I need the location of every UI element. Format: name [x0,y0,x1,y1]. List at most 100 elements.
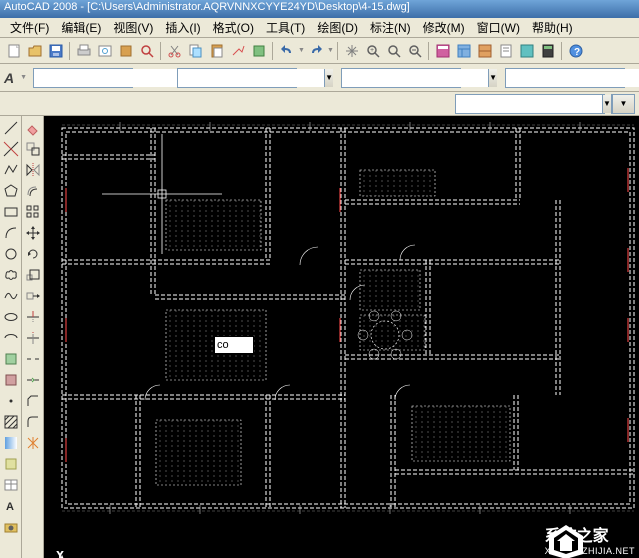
block-icon[interactable] [249,41,269,61]
polygon-icon[interactable] [1,181,21,201]
camera-icon[interactable] [1,517,21,537]
insert-icon[interactable] [1,349,21,369]
arc-icon[interactable] [1,223,21,243]
combo-dropdown-icon[interactable]: ▼ [602,95,611,113]
paste-icon[interactable] [207,41,227,61]
undo-dropdown[interactable]: ▼ [298,47,305,54]
line-icon[interactable] [1,118,21,138]
pline-icon[interactable] [1,160,21,180]
combo-dropdown-icon[interactable]: ▼ [488,69,497,87]
rotate-icon[interactable] [23,244,43,264]
mtext-icon[interactable]: A [1,496,21,516]
fillet-icon[interactable] [23,412,43,432]
menu-tools[interactable]: 工具(T) [260,17,311,38]
mleaderstyle-input[interactable] [506,69,639,87]
chamfer-icon[interactable] [23,391,43,411]
find-icon[interactable] [137,41,157,61]
region-icon[interactable] [1,454,21,474]
break-icon[interactable] [23,349,43,369]
menu-window[interactable]: 窗口(W) [471,17,526,38]
sheet-icon[interactable] [496,41,516,61]
scale-icon[interactable] [23,265,43,285]
explode-icon[interactable] [23,433,43,453]
circle-icon[interactable] [1,244,21,264]
style-combo[interactable]: ▼ [33,68,133,88]
svg-text:?: ? [574,47,580,58]
textstyle-dropdown[interactable]: ▼ [20,74,27,81]
extend-icon[interactable] [23,328,43,348]
menu-view[interactable]: 视图(V) [107,17,159,38]
markup-icon[interactable] [517,41,537,61]
ellipse-icon[interactable] [1,307,21,327]
revcloud-icon[interactable] [1,265,21,285]
menu-modify[interactable]: 修改(M) [417,17,471,38]
trim-icon[interactable] [23,307,43,327]
menu-dimension[interactable]: 标注(N) [364,17,417,38]
copy-icon[interactable] [186,41,206,61]
zoom-realtime-icon[interactable]: + [363,41,383,61]
tablestyle-input[interactable] [342,69,488,87]
dimstyle-combo[interactable]: ▼ [177,68,297,88]
title-text: AutoCAD 2008 - [C:\Users\Administrator.A… [4,1,410,13]
plot-icon[interactable] [74,41,94,61]
watermark: 系统之家 XITONGZHIJIA.NET [545,522,635,556]
layer-input[interactable] [456,95,602,113]
menu-file[interactable]: 文件(F) [4,17,55,38]
match-icon[interactable] [228,41,248,61]
properties-icon[interactable] [433,41,453,61]
point-icon[interactable] [1,391,21,411]
preview-icon[interactable] [95,41,115,61]
open-icon[interactable] [25,41,45,61]
layer-prev-combo[interactable]: ▼ [611,94,635,114]
layer-combo[interactable]: ▼ [455,94,605,114]
combo-dropdown-icon[interactable]: ▼ [612,95,634,113]
spline-icon[interactable] [1,286,21,306]
undo-icon[interactable] [277,41,297,61]
svg-text:A: A [6,501,14,513]
tablestyle-combo[interactable]: ▼ [341,68,461,88]
help-icon[interactable]: ? [566,41,586,61]
array-icon[interactable] [23,202,43,222]
makeblock-icon[interactable] [1,370,21,390]
combo-dropdown-icon[interactable]: ▼ [324,69,333,87]
menu-help[interactable]: 帮助(H) [526,17,579,38]
rectangle-icon[interactable] [1,202,21,222]
toolpalette-icon[interactable] [475,41,495,61]
dimstyle-input[interactable] [178,69,324,87]
table-draw-icon[interactable] [1,475,21,495]
menu-edit[interactable]: 编辑(E) [55,17,107,38]
gradient-icon[interactable] [1,433,21,453]
stretch-icon[interactable] [23,286,43,306]
layer-toolbar: ▼ ▼ [0,92,639,116]
erase-icon[interactable] [23,118,43,138]
redo-icon[interactable] [306,41,326,61]
new-icon[interactable] [4,41,24,61]
style-input[interactable] [34,69,180,87]
modify-toolbar [22,116,44,558]
pan-icon[interactable] [342,41,362,61]
join-icon[interactable] [23,370,43,390]
cut-icon[interactable] [165,41,185,61]
move-icon[interactable] [23,223,43,243]
calc-icon[interactable] [538,41,558,61]
menu-insert[interactable]: 插入(I) [159,17,206,38]
svg-text:+: + [370,47,374,54]
textstyle-label: A [4,70,14,86]
zoom-prev-icon[interactable] [405,41,425,61]
designctr-icon[interactable] [454,41,474,61]
command-input[interactable] [214,336,254,354]
mirror-icon[interactable] [23,160,43,180]
xline-icon[interactable] [1,139,21,159]
publish-icon[interactable] [116,41,136,61]
save-icon[interactable] [46,41,66,61]
zoom-window-icon[interactable] [384,41,404,61]
hatch-icon[interactable] [1,412,21,432]
menu-format[interactable]: 格式(O) [207,17,260,38]
drawing-canvas[interactable]: YX 系统之家 XITONGZHIJIA.NET [44,116,639,558]
menu-draw[interactable]: 绘图(D) [311,17,364,38]
copy-mod-icon[interactable] [23,139,43,159]
redo-dropdown[interactable]: ▼ [327,47,334,54]
ellipsearc-icon[interactable] [1,328,21,348]
offset-icon[interactable] [23,181,43,201]
mleaderstyle-combo[interactable]: ▼ [505,68,625,88]
